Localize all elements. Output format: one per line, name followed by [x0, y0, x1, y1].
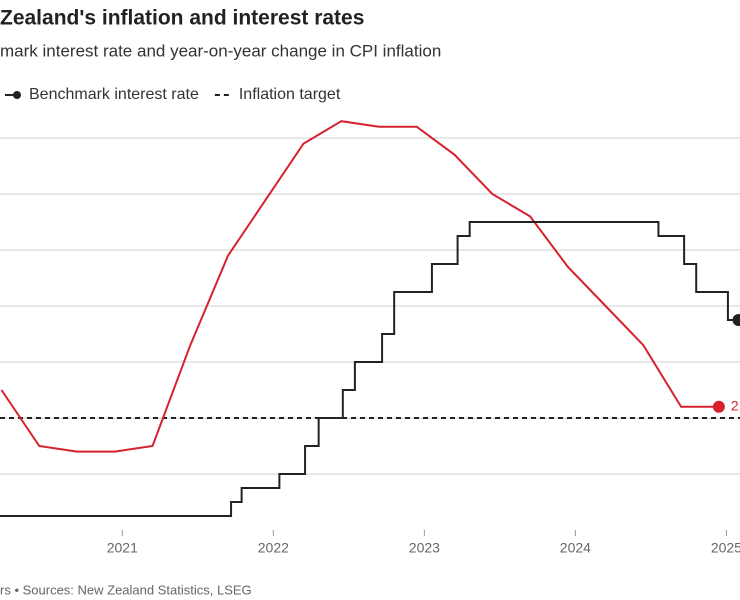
- series-line: [0, 221, 739, 517]
- source-note: rs • Sources: New Zealand Statistics, LS…: [0, 582, 252, 597]
- x-tick-label: 2022: [258, 540, 289, 556]
- x-tick-label: 2023: [409, 540, 440, 556]
- series-line: [0, 120, 719, 453]
- legend-dot: [13, 91, 21, 99]
- end-marker: [712, 400, 725, 413]
- end-label: 2.2%: [731, 398, 740, 414]
- end-marker: [732, 314, 740, 326]
- x-tick-label: 2025: [711, 540, 740, 556]
- legend-label: Benchmark interest rate: [29, 86, 199, 103]
- chart-subtitle: mark interest rate and year-on-year chan…: [0, 41, 441, 60]
- x-tick-label: 2021: [107, 540, 138, 556]
- legend-label: Inflation target: [239, 86, 341, 103]
- x-tick-label: 2024: [560, 540, 591, 556]
- chart-title: Zealand's inflation and interest rates: [0, 7, 364, 30]
